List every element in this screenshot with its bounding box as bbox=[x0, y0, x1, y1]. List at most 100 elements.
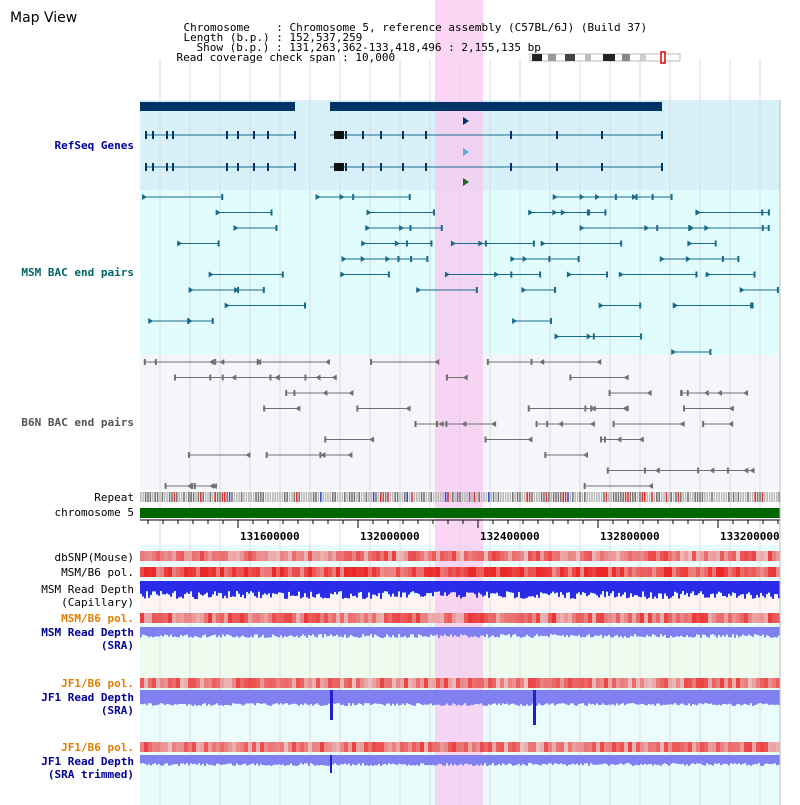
jf1-b6-pol-label[interactable]: JF1/B6 pol. bbox=[61, 677, 134, 690]
pol-cell bbox=[688, 551, 692, 561]
capillary-depth-bar bbox=[542, 581, 544, 594]
jf1-sra-depth-bar bbox=[416, 690, 418, 704]
pol-cell bbox=[252, 678, 256, 688]
jf1-b6-pol-label-2[interactable]: JF1/B6 pol. bbox=[61, 741, 134, 754]
jf1-trim-depth-bar bbox=[650, 755, 652, 765]
pol-cell bbox=[608, 678, 612, 688]
pol-cell bbox=[460, 613, 464, 623]
repeat-element bbox=[622, 492, 624, 502]
msm-sra-depth-bar bbox=[774, 627, 776, 637]
capillary-depth-bar bbox=[504, 581, 506, 598]
jf1-trim-depth-bar bbox=[584, 755, 586, 764]
capillary-depth-bar bbox=[310, 581, 312, 592]
pol-cell bbox=[588, 742, 592, 752]
jf1-trim-depth-bar bbox=[148, 755, 150, 765]
pol-cell bbox=[188, 567, 192, 577]
jf1-sra-depth-bar bbox=[386, 690, 388, 704]
pol-cell bbox=[224, 613, 228, 623]
b6n-bac-end bbox=[680, 390, 683, 396]
msm-bac-end bbox=[233, 225, 239, 231]
pol-cell bbox=[144, 678, 148, 688]
capillary-depth-bar bbox=[154, 581, 156, 592]
jf1-sra-depth-bar bbox=[492, 690, 494, 704]
jf1-trim-depth-bar bbox=[566, 755, 568, 766]
pol-cell bbox=[668, 567, 672, 577]
exon bbox=[166, 163, 168, 171]
jf1-trim-depth-bar bbox=[702, 755, 704, 766]
pol-cell bbox=[652, 742, 656, 752]
jf1-trim-depth-bar bbox=[690, 755, 692, 765]
msm-sra-depth-bar bbox=[328, 627, 330, 636]
pol-cell bbox=[304, 613, 308, 623]
pol-cell bbox=[180, 567, 184, 577]
dbsnp-label[interactable]: dbSNP(Mouse) bbox=[54, 551, 134, 564]
b6n-bac-label[interactable]: B6N BAC end pairs bbox=[21, 416, 134, 429]
pol-cell bbox=[328, 613, 332, 623]
jf1-depth-sra-label[interactable]: JF1 Read Depth bbox=[41, 691, 134, 704]
capillary-depth-bar bbox=[412, 581, 414, 592]
msm-b6-pol-label[interactable]: MSM/B6 pol. bbox=[61, 566, 134, 579]
capillary-depth-bar bbox=[302, 581, 304, 598]
capillary-depth-bar bbox=[284, 581, 286, 599]
msm-sra-depth-bar bbox=[448, 627, 450, 637]
capillary-depth-bar bbox=[688, 581, 690, 597]
jf1-sra-depth-bar bbox=[476, 690, 478, 704]
pol-cell bbox=[416, 742, 420, 752]
pol-cell bbox=[224, 742, 228, 752]
pol-cell bbox=[660, 742, 664, 752]
pol-cell bbox=[776, 551, 780, 561]
pol-cell bbox=[260, 742, 264, 752]
msm-bac-label[interactable]: MSM BAC end pairs bbox=[21, 266, 134, 279]
jf1-sra-depth-bar bbox=[556, 690, 558, 705]
jf1-trim-depth-bar bbox=[646, 755, 648, 765]
pol-cell bbox=[488, 678, 492, 688]
jf1-sra-depth-bar bbox=[304, 690, 306, 704]
msm-bac-end bbox=[761, 225, 764, 231]
msm-sra-depth-bar bbox=[450, 627, 452, 635]
capillary-depth-bar bbox=[174, 581, 176, 592]
jf1-sra-depth-bar bbox=[778, 690, 780, 705]
msm-sra-depth-bar bbox=[156, 627, 158, 637]
jf1-trim-depth-bar bbox=[142, 755, 144, 764]
pol-cell bbox=[496, 678, 500, 688]
jf1-trim-depth-bar bbox=[436, 755, 438, 766]
msm-depth-capillary-label[interactable]: MSM Read Depth bbox=[41, 583, 134, 596]
capillary-depth-bar bbox=[770, 581, 772, 597]
capillary-depth-bar bbox=[768, 581, 770, 593]
capillary-depth-bar bbox=[342, 581, 344, 599]
capillary-depth-bar bbox=[754, 581, 756, 599]
capillary-depth-bar bbox=[382, 581, 384, 593]
capillary-depth-bar bbox=[626, 581, 628, 599]
exon bbox=[166, 131, 168, 139]
msm-b6-pol-label-2[interactable]: MSM/B6 pol. bbox=[61, 612, 134, 625]
jf1-sra-depth-bar bbox=[172, 690, 174, 706]
repeat-element bbox=[305, 492, 308, 502]
jf1-trim-depth-bar bbox=[768, 755, 770, 764]
jf1-trim-depth-bar bbox=[176, 755, 178, 765]
repeat-element bbox=[312, 492, 315, 502]
capillary-depth-bar bbox=[558, 581, 560, 597]
jf1-sra-depth-bar bbox=[314, 690, 316, 705]
pol-cell bbox=[672, 742, 676, 752]
pol-cell bbox=[592, 742, 596, 752]
capillary-depth-bar bbox=[606, 581, 608, 592]
msm-bac-end bbox=[405, 240, 408, 247]
jf1-depth-trim-label[interactable]: JF1 Read Depth bbox=[41, 755, 134, 768]
repeat-element bbox=[274, 492, 276, 502]
capillary-depth-bar bbox=[346, 581, 348, 598]
repeat-element bbox=[711, 492, 713, 502]
jf1-trim-depth-bar bbox=[712, 755, 714, 766]
pol-cell bbox=[676, 678, 680, 688]
repeat-element bbox=[490, 492, 492, 502]
msm-sra-depth-bar bbox=[260, 627, 262, 637]
capillary-depth-bar bbox=[454, 581, 456, 593]
jf1-sra-depth-bar bbox=[620, 690, 622, 704]
pol-cell bbox=[288, 567, 292, 577]
pol-cell bbox=[684, 678, 688, 688]
pol-cell bbox=[608, 567, 612, 577]
refseq-genes-label[interactable]: RefSeq Genes bbox=[54, 139, 134, 152]
repeat-element bbox=[502, 492, 504, 502]
b6n-bac-end bbox=[622, 405, 628, 412]
msm-depth-sra-label[interactable]: MSM Read Depth bbox=[41, 626, 134, 639]
pol-cell bbox=[620, 678, 624, 688]
